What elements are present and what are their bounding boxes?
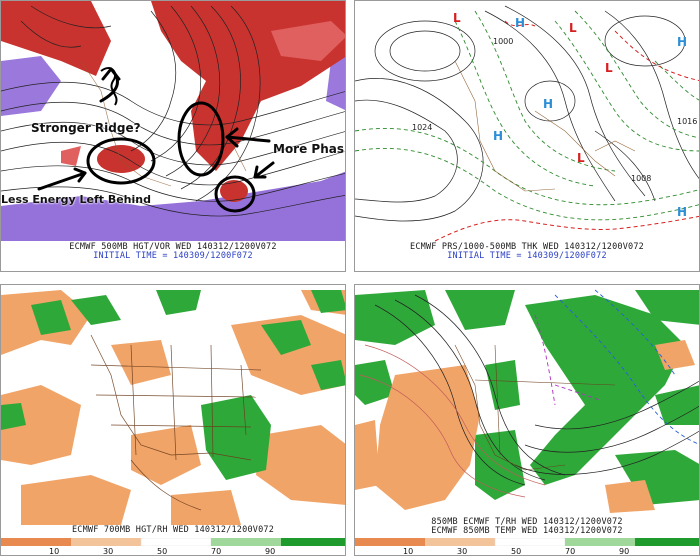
isobar-value: 1016 <box>677 117 698 126</box>
panel-500mb-vorticity: Stronger Ridge? More Phasing? Less Energ… <box>0 0 346 272</box>
high-pressure-label: H <box>515 16 526 30</box>
colorbar-tick: 70 <box>211 547 222 556</box>
low-pressure-label: L <box>569 21 577 35</box>
isobar-value: 1008 <box>631 174 652 183</box>
map-700mb-rh <box>1 285 345 525</box>
panel-pressure-thickness: H H H H H L L L L 1024 1008 1016 1000 EC… <box>354 0 700 272</box>
isobar-value: 1000 <box>493 37 514 46</box>
colorbar-tick: 90 <box>619 547 630 556</box>
colorbar-tick: 90 <box>265 547 276 556</box>
caption-pressure-initial: INITIAL TIME = 140309/1200F072 <box>447 251 607 261</box>
colorbar-tick: 30 <box>103 547 114 556</box>
caption-700mb-valid: ECMWF 700MB HGT/RH WED 140312/1200V072 <box>71 525 275 535</box>
high-pressure-label: H <box>493 129 504 143</box>
caption-850mb-temp: ECMWF 850MB TEMP WED 140312/1200V072 <box>431 526 623 536</box>
map-500mb-vorticity <box>1 1 345 241</box>
low-pressure-label: L <box>605 61 613 75</box>
annotation-more-phasing: More Phasing? <box>273 142 345 156</box>
annotation-stronger-ridge: Stronger Ridge? <box>31 121 141 135</box>
caption-500mb-valid: ECMWF 500MB HGT/VOR WED 140312/1200V072 <box>69 242 277 252</box>
rh-colorbar <box>1 538 345 546</box>
caption-500mb-initial: INITIAL TIME = 140309/1200F072 <box>93 251 253 261</box>
panel-850mb-temp-rh: 850MB ECMWF T/RH WED 140312/1200V072 ECM… <box>354 284 700 556</box>
rh-colorbar <box>355 538 699 546</box>
colorbar-tick: 50 <box>511 547 522 556</box>
colorbar-tick: 10 <box>403 547 414 556</box>
map-pressure-thickness <box>355 1 699 242</box>
high-pressure-label: H <box>677 35 688 49</box>
high-pressure-label: H <box>543 97 554 111</box>
map-850mb-temp-rh <box>355 285 699 517</box>
colorbar-tick: 70 <box>565 547 576 556</box>
low-pressure-label: L <box>453 11 461 25</box>
panel-700mb-rh: ECMWF 700MB HGT/RH WED 140312/1200V072 1… <box>0 284 346 556</box>
colorbar-tick: 30 <box>457 547 468 556</box>
colorbar-tick: 50 <box>157 547 168 556</box>
caption-pressure-valid: ECMWF PRS/1000-500MB THK WED 140312/1200… <box>410 242 644 252</box>
caption-850mb-trh: 850MB ECMWF T/RH WED 140312/1200V072 <box>431 517 623 527</box>
high-pressure-label: H <box>677 205 688 219</box>
low-pressure-label: L <box>577 151 585 165</box>
colorbar-tick: 10 <box>49 547 60 556</box>
isobar-value: 1024 <box>412 123 433 132</box>
annotation-less-energy: Less Energy Left Behind <box>1 193 151 206</box>
